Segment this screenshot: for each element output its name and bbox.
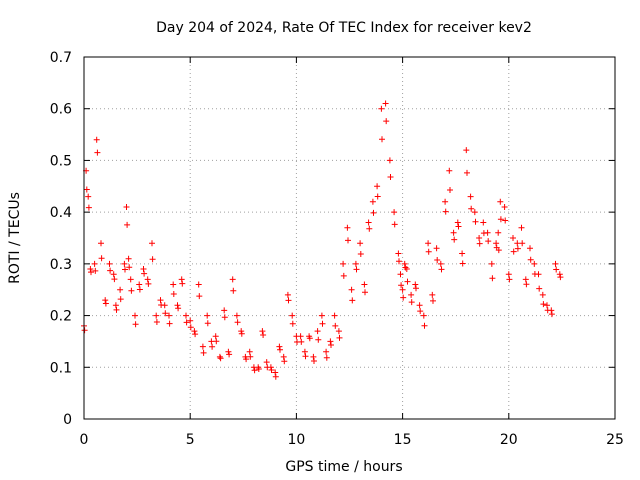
x-tick-label: 5 [186, 432, 195, 448]
x-tick-label: 0 [80, 432, 89, 448]
x-axis-title: GPS time / hours [285, 459, 402, 475]
x-tick-label: 25 [606, 432, 624, 448]
scatter-plus-markers [81, 100, 564, 380]
x-tick-label: 15 [394, 432, 412, 448]
axis-tick-labels: 0 5 10 15 20 25 0 0.1 0.2 0.3 0.4 0.5 0.6 0.7 [50, 50, 624, 448]
y-axis-title: ROTI / TECUs [7, 192, 23, 284]
grid-lines [84, 57, 615, 419]
x-tick-label: 20 [500, 432, 518, 448]
y-tick-label: 0 [63, 412, 72, 428]
y-tick-label: 0.6 [50, 102, 72, 118]
y-tick-label: 0.2 [50, 309, 72, 325]
y-tick-label: 0.3 [50, 257, 72, 273]
plot-frame [83, 56, 616, 420]
y-tick-label: 0.7 [50, 50, 72, 66]
y-tick-label: 0.5 [50, 153, 72, 169]
y-tick-label: 0.4 [50, 205, 72, 221]
scatter-points [81, 100, 564, 380]
chart-title: Day 204 of 2024, Rate Of TEC Index for r… [156, 20, 532, 36]
y-tick-label: 0.1 [50, 360, 72, 376]
axis-ticks [83, 56, 616, 420]
x-tick-label: 10 [287, 432, 305, 448]
